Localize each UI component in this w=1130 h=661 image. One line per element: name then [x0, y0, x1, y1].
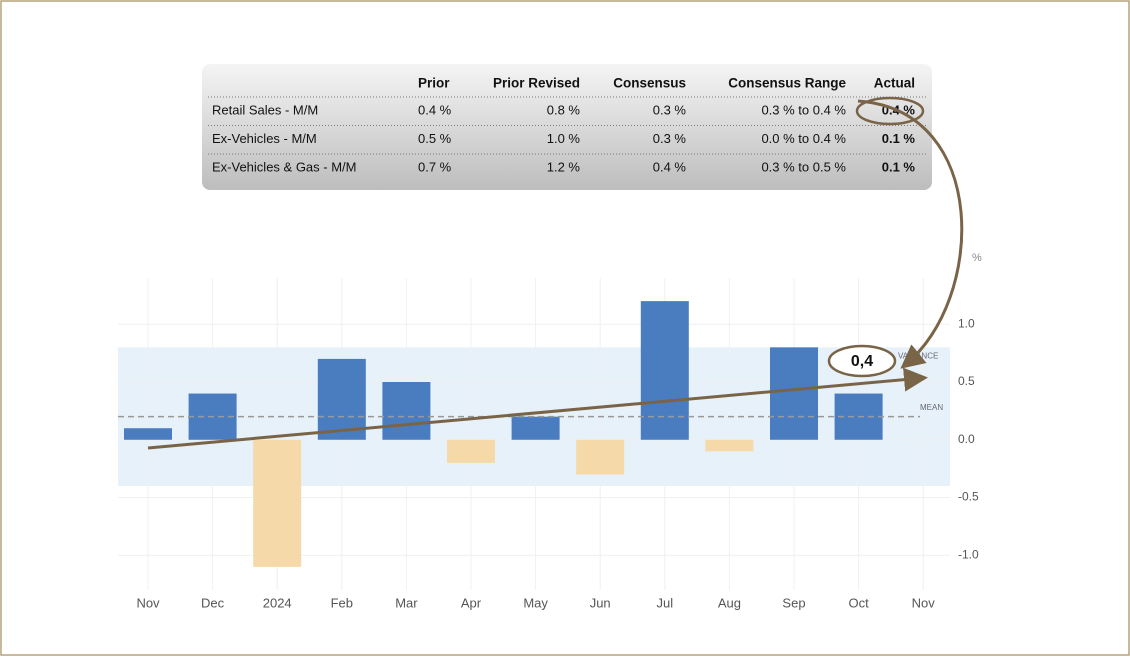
- bar: [382, 382, 431, 440]
- cell: 0.1 %: [882, 159, 916, 174]
- y-tick-label: 1.0: [958, 316, 975, 330]
- x-tick-label: Apr: [461, 595, 482, 610]
- cell: 0.4 %: [418, 102, 452, 117]
- x-tick-label: Nov: [136, 595, 160, 610]
- x-tick-label: Feb: [331, 595, 353, 610]
- y-tick-label: 0.5: [958, 374, 975, 388]
- cell: 0.7 %: [418, 159, 452, 174]
- table-bg: [202, 64, 932, 190]
- row-label: Ex-Vehicles & Gas - M/M: [212, 159, 356, 174]
- cell: 0.3 % to 0.5 %: [761, 159, 846, 174]
- bar: [511, 416, 560, 440]
- annotation: 0,4: [851, 353, 873, 370]
- bar: [124, 428, 172, 440]
- x-tick-label: 2024: [263, 595, 292, 610]
- bar: [447, 439, 495, 463]
- x-tick-label: Oct: [848, 595, 869, 610]
- cell: 0.3 %: [653, 131, 687, 146]
- bar: [705, 439, 754, 452]
- x-tick-label: Dec: [201, 595, 225, 610]
- cell: 0.1 %: [882, 131, 916, 146]
- callout-arrow: [857, 99, 964, 369]
- y-tick-label: 0.0: [958, 432, 975, 446]
- row-label: Retail Sales - M/M: [212, 102, 318, 117]
- mean-label: MEAN: [920, 403, 943, 412]
- y-tick-label: -0.5: [958, 490, 979, 504]
- x-tick-label: Mar: [395, 595, 418, 610]
- y-tick-label: -1.0: [958, 548, 979, 562]
- unit-label: %: [972, 252, 982, 264]
- cell: 0.8 %: [547, 102, 581, 117]
- bar: [640, 301, 689, 440]
- cell: 0.0 % to 0.4 %: [761, 131, 846, 146]
- bar: [253, 439, 302, 567]
- cell: 1.0 %: [547, 131, 581, 146]
- x-tick-label: Sep: [782, 595, 805, 610]
- column-header: Actual: [874, 76, 915, 91]
- bar: [317, 358, 366, 440]
- bar: [770, 347, 818, 440]
- x-tick-label: Jul: [656, 595, 673, 610]
- x-tick-label: Jun: [590, 595, 611, 610]
- cell: 0.3 % to 0.4 %: [761, 102, 846, 117]
- actual-circle: [855, 96, 925, 126]
- cell: 0.3 %: [653, 102, 687, 117]
- cell: 0.4 %: [653, 159, 687, 174]
- row-label: Ex-Vehicles - M/M: [212, 131, 317, 146]
- x-tick-label: Aug: [718, 595, 741, 610]
- x-tick-label: May: [523, 595, 548, 610]
- x-tick-label: Nov: [912, 595, 936, 610]
- bar: [576, 439, 625, 475]
- column-header: Consensus: [613, 76, 686, 91]
- column-header: Prior: [418, 76, 450, 91]
- cell: 0.5 %: [418, 131, 452, 146]
- column-header: Consensus Range: [728, 76, 846, 91]
- annotation-circle: [827, 344, 897, 378]
- cell: 1.2 %: [547, 159, 581, 174]
- trend-arrow: [147, 367, 928, 450]
- column-header: Prior Revised: [493, 76, 580, 91]
